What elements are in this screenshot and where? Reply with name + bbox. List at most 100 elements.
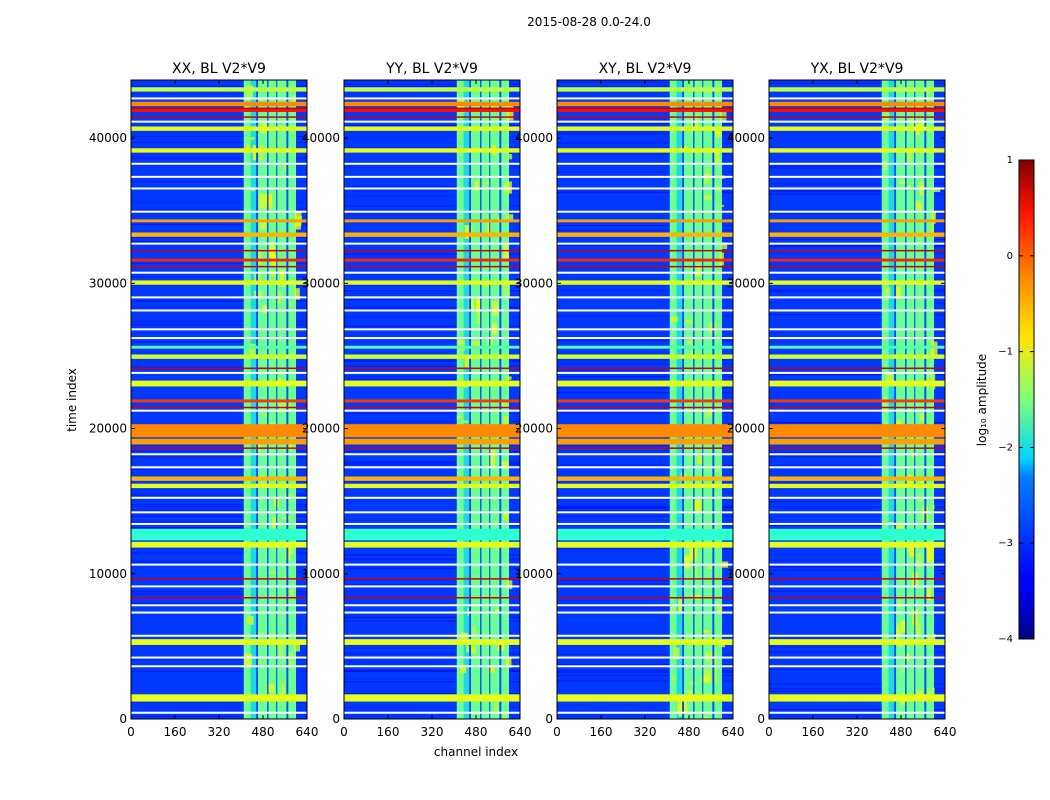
noise-line	[131, 307, 307, 309]
noise-line	[344, 353, 520, 355]
white-gap	[769, 611, 945, 614]
red-line	[131, 265, 307, 268]
white-gap	[344, 611, 520, 614]
flag-row	[557, 541, 733, 548]
colorbar-gradient	[1018, 159, 1035, 640]
noise-line	[344, 620, 520, 622]
noise-line	[769, 452, 945, 454]
colorbar-tick-label: −1	[998, 347, 1013, 358]
flag-row	[131, 101, 307, 107]
white-gap	[557, 242, 733, 245]
rfi-patch	[268, 571, 276, 574]
noise-line	[557, 363, 733, 365]
noise-line	[131, 493, 307, 495]
flag-row	[344, 424, 520, 438]
white-gap	[131, 604, 307, 607]
noise-line	[131, 236, 307, 238]
x-tick-label: 480	[252, 725, 275, 739]
noise-line	[344, 460, 520, 462]
noise-line	[344, 648, 520, 650]
white-gap	[557, 453, 733, 456]
rfi-patch	[259, 218, 266, 230]
noise-line	[557, 387, 733, 389]
rfi-patch	[493, 702, 499, 712]
flag-row	[131, 219, 307, 223]
red-line	[769, 249, 945, 252]
rfi-patch	[278, 402, 287, 411]
rfi-patch	[900, 620, 906, 633]
white-gap	[769, 656, 945, 659]
red-line	[557, 107, 733, 110]
rfi-patch	[491, 301, 499, 316]
white-gap	[557, 634, 733, 637]
noise-line	[769, 329, 945, 331]
white-gap	[557, 271, 733, 274]
noise-line	[344, 678, 520, 680]
flag-row	[344, 354, 520, 359]
rfi-patch	[259, 145, 264, 161]
y-tick-label: 0	[119, 712, 127, 726]
noise-line	[769, 465, 945, 467]
y-tick-label: 30000	[515, 276, 553, 290]
rfi-patch	[915, 690, 924, 698]
noise-line	[344, 360, 520, 362]
rfi-patch	[907, 150, 912, 162]
white-gap	[769, 585, 945, 588]
rfi-patch	[707, 566, 715, 569]
noise-line	[769, 370, 945, 372]
flag-row	[557, 219, 733, 223]
noise-line	[344, 693, 520, 695]
noise-line	[557, 213, 733, 215]
rfi-patch	[683, 555, 691, 569]
flag-row	[557, 476, 733, 481]
noise-line	[557, 324, 733, 326]
rfi-patch	[266, 684, 275, 693]
white-gap	[557, 511, 733, 514]
rfi-patch	[717, 603, 723, 613]
noise-line	[557, 153, 733, 155]
colorbar-tick-label: −4	[998, 634, 1013, 645]
noise-line	[131, 659, 307, 661]
rfi-patch	[919, 119, 926, 131]
white-gap	[344, 242, 520, 245]
rfi-patch	[283, 162, 289, 172]
noise-line	[769, 638, 945, 640]
rfi-patch	[894, 627, 899, 642]
flag-row	[557, 345, 733, 349]
noise-line	[769, 289, 945, 291]
rfi-patch	[261, 413, 268, 417]
white-gap	[769, 563, 945, 566]
noise-line	[344, 174, 520, 176]
noise-line	[557, 445, 733, 447]
noise-line	[769, 302, 945, 304]
x-tick-label: 0	[127, 725, 135, 739]
rfi-patch	[252, 145, 258, 161]
noise-line	[769, 691, 945, 693]
red-line	[557, 406, 733, 409]
noise-line	[557, 654, 733, 656]
y-tick-label: 40000	[515, 131, 553, 145]
noise-line	[769, 566, 945, 568]
white-gap	[557, 466, 733, 469]
flag-row	[131, 232, 307, 237]
rfi-patch	[258, 193, 266, 209]
white-gap	[344, 496, 520, 499]
noise-line	[131, 140, 307, 142]
white-gap	[131, 563, 307, 566]
noise-line	[557, 85, 733, 87]
noise-line	[344, 654, 520, 656]
rfi-patch	[702, 716, 709, 719]
rfi-patch	[912, 452, 916, 459]
white-gap	[344, 97, 520, 100]
noise-line	[344, 649, 520, 651]
y-tick-label: 20000	[515, 422, 553, 436]
rfi-patch	[483, 181, 490, 186]
white-gap	[769, 120, 945, 123]
white-gap	[769, 242, 945, 245]
rfi-patch	[692, 564, 697, 579]
noise-line	[131, 701, 307, 703]
white-gap	[344, 522, 520, 525]
rfi-patch	[270, 270, 277, 277]
noise-line	[344, 616, 520, 618]
white-gap	[769, 496, 945, 499]
